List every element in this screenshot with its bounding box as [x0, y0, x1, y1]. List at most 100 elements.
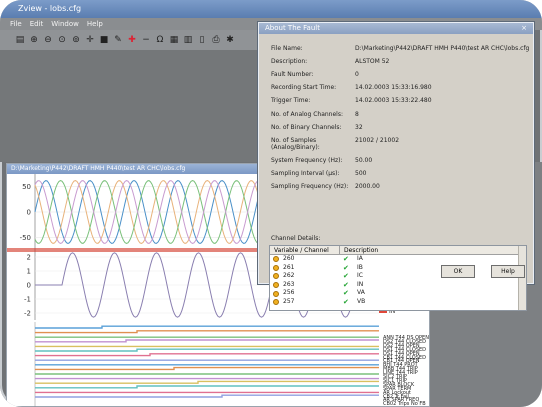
table-icon[interactable]: ▦ — [169, 35, 179, 45]
field-label: File Name: — [271, 45, 303, 52]
zoom-area-icon[interactable]: ⊚ — [72, 35, 80, 45]
channel-list[interactable]: Variable / Channel Description 260 ✔ IA 261… — [269, 245, 527, 311]
field-label: Fault Number: — [271, 71, 314, 78]
y-tick-label: -2 — [24, 310, 31, 318]
menu-window[interactable]: Window — [51, 20, 79, 28]
channel-bulb-icon — [273, 256, 279, 263]
field-value: ALSTOM 52 — [355, 58, 390, 65]
binary-trace — [35, 385, 379, 389]
binary-trace — [35, 394, 379, 398]
y-tick-label: 2 — [27, 254, 31, 262]
y-tick-label: 0 — [27, 209, 31, 217]
field-label: No. of Analog Channels: — [271, 111, 343, 118]
add-icon[interactable]: ✚ — [128, 35, 136, 45]
field-label: Sampling Frequency (Hz): — [271, 183, 349, 190]
toolbar: ▤ ⊕ ⊖ ⊙ ⊚ ✛ ■ ✎ ✚ − Ω ▦ ▥ ▯ ⎙ ✱ — [0, 30, 262, 50]
zoom-in-icon[interactable]: ⊕ — [30, 35, 38, 45]
y-tick-label: 1 — [27, 268, 31, 276]
channel-row[interactable]: 260 ✔ IA — [270, 255, 526, 264]
menu-edit[interactable]: Edit — [29, 20, 44, 28]
binary-channel-label: AR Lockout — [383, 389, 411, 396]
channel-description: IN — [357, 280, 364, 288]
field-value: 32 — [355, 124, 363, 131]
phasor-icon[interactable]: Ω — [156, 35, 164, 45]
fill-icon[interactable]: ■ — [99, 35, 109, 45]
menu-help[interactable]: Help — [86, 20, 103, 28]
check-icon: ✔ — [343, 297, 349, 306]
field-value: 500 — [355, 170, 367, 177]
field-label: No. of Samples (Analog/Binary): — [271, 137, 320, 151]
open-icon[interactable]: ▤ — [15, 35, 25, 45]
voltage-plot[interactable]: 50 0 -50 — [7, 174, 431, 250]
help-button[interactable]: Help — [491, 265, 525, 278]
channel-id: 262 — [283, 272, 295, 280]
field-value: 0 — [355, 71, 359, 78]
channel-list-scrollbar[interactable] — [518, 246, 526, 310]
zoom-fit-icon[interactable]: ⊙ — [58, 35, 66, 45]
document-icon[interactable]: ▯ — [199, 35, 205, 45]
channel-bulb-icon — [273, 264, 279, 271]
y-tick-label: -1 — [24, 296, 31, 304]
remove-icon[interactable]: − — [142, 35, 150, 45]
legend-in-swatch — [379, 310, 387, 313]
cursor-icon[interactable]: ✛ — [86, 35, 94, 45]
binary-trace — [35, 339, 379, 343]
window-title: Zview - lobs.cfg — [0, 0, 542, 18]
tools-icon[interactable]: ✎ — [114, 35, 122, 45]
check-icon: ✔ — [343, 263, 349, 272]
y-tick-label: 50 — [22, 183, 31, 191]
binary-trace — [35, 353, 379, 357]
binary-channel-label: CB2 Tr Fail — [383, 393, 409, 400]
binary-channel-label: DS2 T44 CLOSED — [383, 338, 427, 345]
check-icon: ✔ — [343, 289, 349, 298]
channel-row[interactable]: 262 ✔ IC — [270, 272, 526, 281]
binary-channel-label: CB02 Trips No FB — [383, 401, 426, 407]
binary-channel-label: LINE T44 TRIP — [383, 370, 418, 377]
channel-row[interactable]: 261 ✔ IB — [270, 264, 526, 273]
zoom-out-icon[interactable]: ⊖ — [44, 35, 52, 45]
binary-channel-label: DS2 T44 OPEN — [383, 342, 420, 349]
field-value: D:\Marketing\P442\DRAFT HMH P440\test AR… — [355, 45, 530, 52]
legend-in: IN — [379, 308, 395, 315]
field-label: Sampling Interval (µs): — [271, 170, 340, 177]
help-icon[interactable]: ✱ — [226, 35, 234, 45]
column-header-channel[interactable]: Variable / Channel — [270, 246, 340, 254]
field-value: 14.02.0003 15:33:16.980 — [355, 84, 432, 91]
column-header-description[interactable]: Description — [344, 247, 379, 254]
channel-row[interactable]: 263 ✔ IN — [270, 281, 526, 290]
y-tick-label: 0 — [27, 282, 31, 290]
channel-description: IA — [357, 255, 363, 262]
channel-row[interactable]: 257 ✔ VB — [270, 298, 526, 307]
dialog-title: About The Fault — [265, 24, 320, 32]
field-value: 14.02.0003 15:33:22.480 — [355, 97, 432, 104]
binary-channel-label: AR SPAR FREQ — [383, 397, 420, 404]
binary-channel-label: SIC2 TRIP — [383, 374, 407, 380]
channel-row[interactable]: 256 ✔ VA — [270, 289, 526, 298]
channel-description: IC — [357, 272, 363, 280]
workspace-background — [0, 50, 262, 162]
check-icon: ✔ — [343, 255, 349, 263]
print-icon[interactable]: ⎙ — [212, 35, 220, 45]
menu-file[interactable]: File — [10, 20, 22, 28]
chart-icon[interactable]: ▥ — [183, 35, 193, 45]
binary-trace — [35, 348, 379, 352]
binary-trace — [35, 380, 379, 384]
channel-id: 257 — [283, 297, 295, 305]
binary-plot[interactable] — [7, 322, 431, 407]
binary-trace — [35, 325, 379, 329]
channel-bulb-icon — [273, 273, 279, 280]
binary-channel-label: DS1 T44 CLOSED — [383, 346, 427, 353]
voltage-plot-svg: 50 0 -50 — [7, 174, 379, 250]
binary-channel-label: SPAR TERM — [383, 385, 412, 392]
binary-trace — [35, 330, 379, 334]
channel-bulb-icon — [273, 282, 279, 289]
channel-description: IB — [357, 263, 363, 271]
channel-bulb-icon — [273, 299, 279, 306]
binary-channel-label: ANN T44 DS OPEN — [383, 335, 429, 341]
field-label: Trigger Time: — [271, 97, 311, 104]
binary-channel-label: CB1 T44 OPEN — [383, 358, 420, 365]
close-icon[interactable]: × — [521, 24, 527, 32]
binary-channel-label: SIC1 TRIP — [383, 377, 407, 384]
ok-button[interactable]: OK — [441, 265, 475, 278]
